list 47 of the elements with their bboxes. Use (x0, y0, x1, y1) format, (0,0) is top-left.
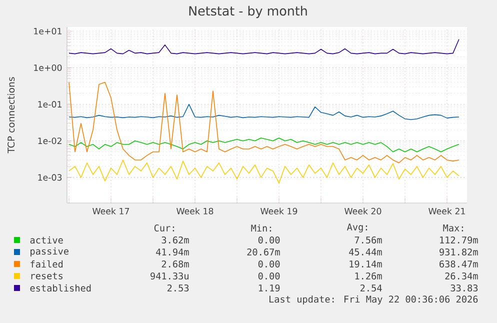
text: 1.19 (258, 284, 280, 292)
text: 931.82m (440, 248, 478, 256)
x-tick-label: Week 18 (176, 208, 214, 214)
legend-label: established (30, 284, 91, 292)
text: Max: (443, 224, 464, 232)
text: Avg: (346, 224, 368, 232)
text: Last update: Fri May 22 00:36:06 2026 (269, 295, 478, 305)
text: 2.53 (168, 284, 189, 292)
text: Cur: (154, 224, 174, 232)
x-tick-label: Week 20 (344, 208, 382, 214)
text: 0.00 (258, 272, 280, 280)
line-series (68, 104, 460, 120)
text: 41.94m (156, 248, 189, 256)
y-tick-label: 1e+01 (34, 28, 62, 34)
text: 3.62m (162, 236, 189, 244)
y-tick-label: 1e-02 (38, 138, 62, 144)
x-tick-label: Week 21 (428, 208, 465, 214)
text: 0.00 (258, 260, 280, 268)
text: 7.56m (354, 236, 382, 244)
y-tick-label: 1e-01 (38, 101, 62, 108)
text: 1.26m (355, 272, 382, 280)
text: 941.33u (150, 272, 188, 280)
line-series (68, 38, 460, 54)
legend-label: resets (31, 272, 62, 280)
text: 26.34m (445, 272, 478, 280)
y-tick-label: 1e+00 (34, 64, 62, 72)
y-tick-label: 1e-03 (38, 174, 62, 181)
line-series (68, 160, 460, 184)
text: 2.54 (360, 284, 382, 292)
text: 20.67m (247, 248, 280, 256)
text: Min: (251, 224, 272, 232)
line-series (68, 138, 460, 152)
legend-label: passive (30, 247, 68, 257)
chart-title: Netstat - by month (189, 6, 307, 18)
text: 19.14m (350, 260, 382, 268)
text: 638.47m (440, 260, 478, 268)
text: 33.83 (450, 284, 478, 292)
x-tick-label: Week 17 (92, 208, 130, 214)
text: 0.00 (258, 236, 280, 244)
line-series (68, 82, 460, 164)
legend-label: failed (30, 260, 63, 268)
text: 2.68m (162, 260, 189, 268)
text: 112.79m (440, 236, 478, 244)
text: 45.44m (349, 248, 382, 256)
y-axis-title: TCP connections (7, 77, 15, 154)
x-tick-label: Week 19 (260, 208, 298, 214)
legend-label: active (30, 236, 63, 244)
